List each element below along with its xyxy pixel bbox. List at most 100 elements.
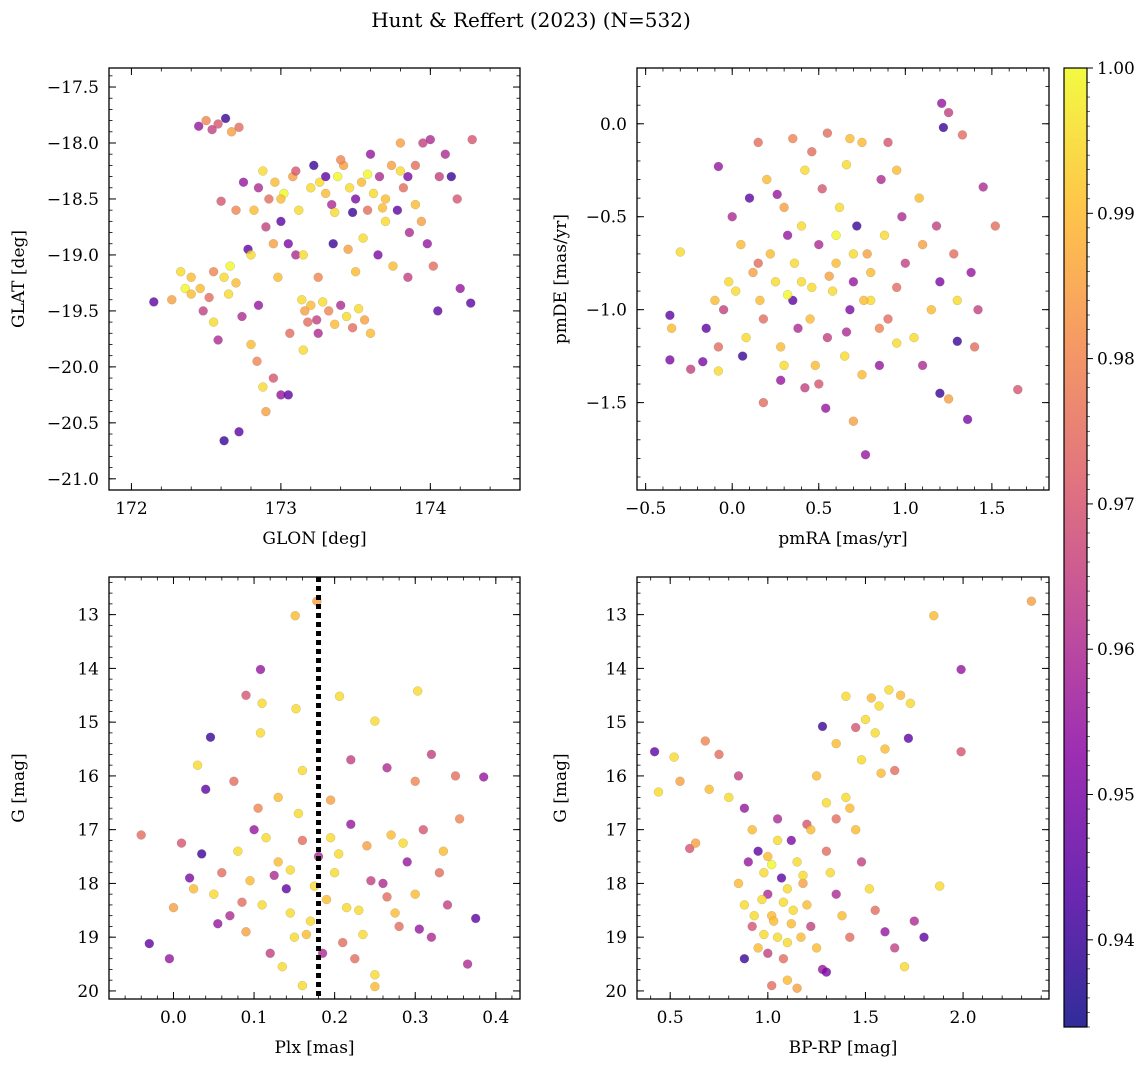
data-point bbox=[164, 954, 175, 964]
data-point bbox=[772, 189, 782, 200]
data-point bbox=[776, 375, 786, 385]
y-tick-label: −18.0 bbox=[47, 134, 99, 154]
colorbar-tick-label: 0.98 bbox=[1097, 350, 1135, 370]
data-point bbox=[291, 704, 301, 714]
data-point bbox=[700, 736, 710, 746]
data-point bbox=[937, 98, 947, 108]
data-point bbox=[246, 250, 256, 260]
data-point bbox=[909, 332, 919, 343]
data-point bbox=[870, 728, 880, 738]
data-point bbox=[325, 833, 336, 843]
data-point bbox=[767, 980, 777, 991]
colorbar: 0.94 0.95 0.96 0.97 0.98 0.99 1.00 bbox=[1063, 59, 1135, 1028]
data-point bbox=[935, 277, 945, 287]
x-tick-label: −0.5 bbox=[625, 499, 666, 519]
data-point bbox=[800, 383, 810, 393]
data-point bbox=[208, 267, 219, 277]
data-point bbox=[840, 351, 850, 361]
data-point bbox=[226, 127, 237, 137]
data-point bbox=[822, 128, 833, 138]
data-point bbox=[467, 134, 477, 145]
data-point bbox=[825, 868, 835, 878]
data-point bbox=[817, 721, 828, 732]
data-point bbox=[845, 133, 855, 144]
data-point bbox=[778, 954, 789, 964]
data-point bbox=[743, 857, 753, 867]
data-point bbox=[225, 261, 235, 271]
data-point bbox=[1013, 384, 1023, 395]
data-point bbox=[718, 305, 729, 315]
data-point bbox=[763, 851, 773, 862]
data-point bbox=[845, 305, 855, 315]
data-point bbox=[184, 873, 195, 883]
y-tick-label: −20.0 bbox=[47, 358, 99, 378]
data-point bbox=[374, 171, 385, 182]
data-point bbox=[324, 306, 334, 316]
data-point bbox=[966, 267, 976, 278]
data-point bbox=[772, 835, 783, 846]
data-point bbox=[796, 221, 807, 231]
data-point bbox=[353, 304, 364, 314]
data-point bbox=[897, 212, 907, 222]
y-tick-label: 14 bbox=[77, 659, 99, 679]
data-point bbox=[978, 182, 988, 192]
x-tick-label: 1.0 bbox=[754, 1008, 781, 1028]
data-point bbox=[334, 691, 345, 701]
data-point bbox=[962, 414, 973, 425]
y-tick-label: −20.5 bbox=[47, 414, 99, 434]
data-point bbox=[859, 295, 869, 306]
data-point bbox=[249, 825, 259, 835]
x-tick-label: 174 bbox=[414, 499, 446, 519]
data-point bbox=[870, 905, 880, 915]
y-tick-label: 17 bbox=[605, 821, 627, 841]
data-point bbox=[380, 194, 391, 204]
data-point bbox=[354, 905, 364, 915]
data-point bbox=[231, 278, 241, 288]
data-point bbox=[831, 258, 841, 268]
data-point bbox=[744, 193, 755, 203]
data-point bbox=[796, 277, 807, 287]
x-tick-label: 2.0 bbox=[950, 1008, 977, 1028]
data-point bbox=[204, 292, 214, 303]
data-point bbox=[318, 297, 328, 307]
data-point bbox=[899, 962, 910, 972]
data-point bbox=[929, 611, 939, 621]
data-point bbox=[426, 749, 437, 760]
data-point bbox=[301, 929, 312, 940]
data-point bbox=[428, 261, 438, 271]
colorbar-tick-label: 1.00 bbox=[1097, 59, 1135, 79]
data-point bbox=[856, 755, 867, 765]
data-point bbox=[306, 300, 316, 310]
data-point bbox=[845, 803, 855, 813]
data-point bbox=[197, 849, 207, 859]
data-point bbox=[309, 160, 319, 171]
data-point bbox=[403, 272, 413, 282]
axes-frame bbox=[108, 576, 521, 1000]
data-point bbox=[330, 319, 340, 329]
data-point bbox=[841, 160, 852, 170]
data-point bbox=[903, 733, 914, 743]
data-point bbox=[733, 878, 744, 889]
data-point bbox=[758, 397, 769, 408]
data-point bbox=[821, 846, 832, 856]
data-point bbox=[821, 403, 831, 413]
data-point bbox=[806, 825, 816, 835]
data-point bbox=[410, 160, 421, 171]
data-point bbox=[136, 830, 146, 840]
data-point bbox=[265, 948, 275, 958]
data-point bbox=[741, 332, 751, 343]
data-point bbox=[216, 196, 226, 206]
data-point bbox=[362, 841, 372, 851]
data-point bbox=[798, 878, 808, 889]
data-point bbox=[440, 149, 450, 159]
data-point bbox=[455, 283, 465, 294]
data-point bbox=[398, 838, 408, 848]
data-point bbox=[264, 194, 274, 204]
data-point bbox=[462, 959, 473, 969]
data-point bbox=[772, 814, 783, 824]
data-point bbox=[258, 382, 268, 392]
data-point bbox=[802, 900, 812, 910]
data-point bbox=[198, 306, 208, 316]
figure-title: Hunt & Reffert (2023) (N=532) bbox=[371, 8, 691, 32]
data-point bbox=[831, 230, 841, 240]
